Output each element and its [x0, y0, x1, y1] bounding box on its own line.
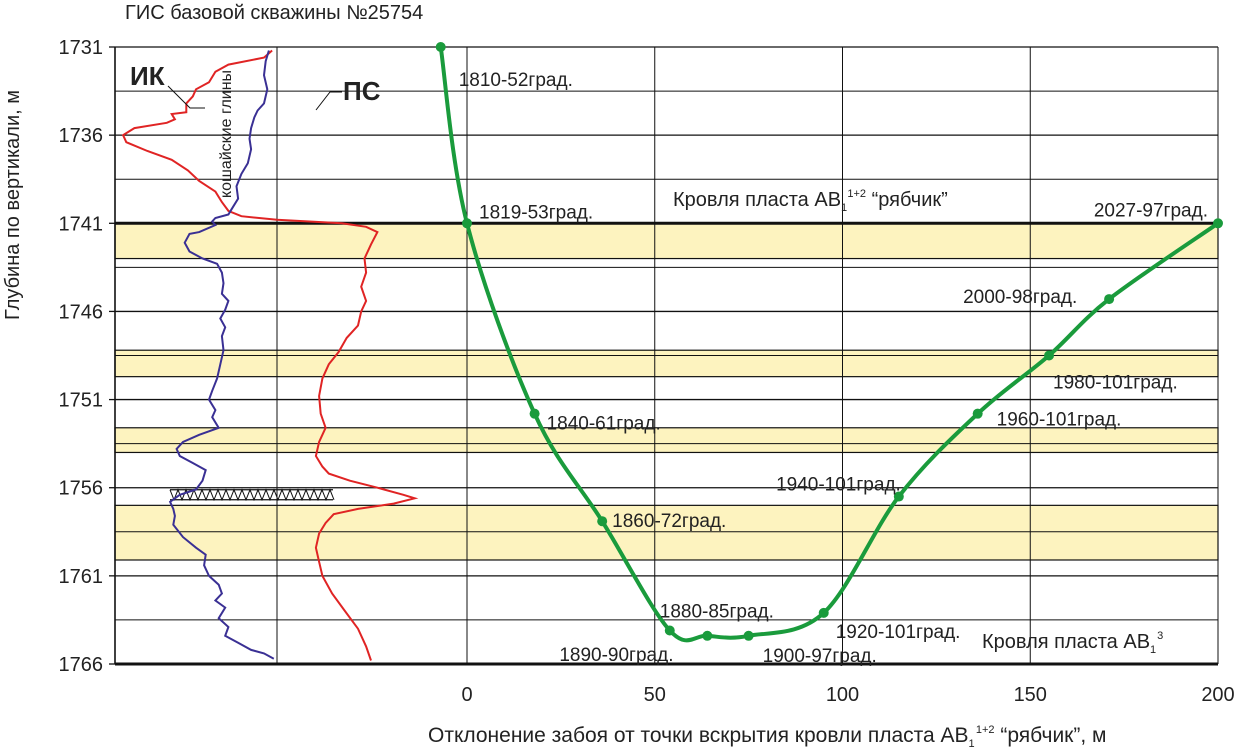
roof-bottom-label: Кровля пласта АВ13 [982, 630, 1163, 656]
reservoir-band-1 [114, 222, 1219, 260]
y-axis-label: Глубина по вертикали, м [2, 90, 24, 320]
reservoir-band-4 [114, 504, 1219, 561]
data-point [743, 630, 754, 641]
x-axis-label: Отклонение забоя от точки вскрытия кровл… [428, 724, 1106, 748]
point-label: 1900-97град. [763, 646, 877, 667]
point-label: 1960-101град. [997, 410, 1122, 431]
hatch-zigzag [169, 488, 335, 502]
chart-title: ГИС базовой скважины №25754 [125, 2, 423, 24]
point-label: 1890-90град. [559, 645, 673, 666]
data-point [462, 218, 472, 229]
x-tick-label: 100 [826, 684, 859, 706]
data-point [529, 408, 540, 419]
point-label: 1810-52град. [459, 70, 573, 91]
log-curve-ik [121, 49, 419, 661]
data-point [702, 630, 713, 641]
point-label: 1940-101град. [776, 475, 901, 496]
x-tick-label: 0 [461, 684, 472, 706]
data-point [972, 408, 983, 419]
data-point [1104, 294, 1115, 305]
y-tick-label: 1736 [59, 125, 104, 147]
y-tick-label: 1756 [59, 478, 104, 500]
clay-label: кошайские глины [218, 70, 235, 198]
point-label: 1860-72град. [612, 511, 726, 532]
data-point [664, 625, 675, 636]
x-tick-label: 50 [644, 684, 666, 706]
point-label: 2000-98град. [963, 287, 1077, 308]
y-tick-label: 1731 [59, 37, 104, 59]
data-point [435, 42, 446, 52]
data-point [893, 491, 904, 502]
leader-ik [167, 85, 205, 109]
reservoir-band-3 [114, 427, 1219, 454]
y-tick-label: 1766 [59, 654, 104, 676]
point-label: 2027-97град. [1094, 200, 1208, 221]
point-label: 1980-101град. [1053, 373, 1178, 394]
roof-top-label: Кровля пласта АВ11+2 “рябчик” [673, 188, 948, 214]
point-label: 1920-101град. [836, 622, 961, 643]
point-label: 1840-61град. [547, 414, 661, 435]
data-point [1044, 350, 1055, 361]
data-point [818, 607, 829, 618]
log-curve-ps [168, 50, 275, 660]
leader-ps [315, 91, 342, 111]
data-point [1213, 218, 1223, 229]
log-name-ik: ИК [130, 61, 165, 91]
y-tick-label: 1751 [59, 390, 104, 412]
y-tick-label: 1761 [59, 566, 104, 588]
point-label: 1880-85град. [660, 602, 774, 623]
y-tick-label: 1741 [59, 213, 104, 235]
y-tick-label: 1746 [59, 301, 104, 323]
point-label: 1819-53град. [479, 202, 593, 223]
data-point [597, 516, 608, 527]
reservoir-band-2 [114, 349, 1219, 378]
x-tick-label: 150 [1014, 684, 1047, 706]
x-tick-label: 200 [1201, 684, 1234, 706]
log-name-ps: ПС [343, 76, 381, 106]
